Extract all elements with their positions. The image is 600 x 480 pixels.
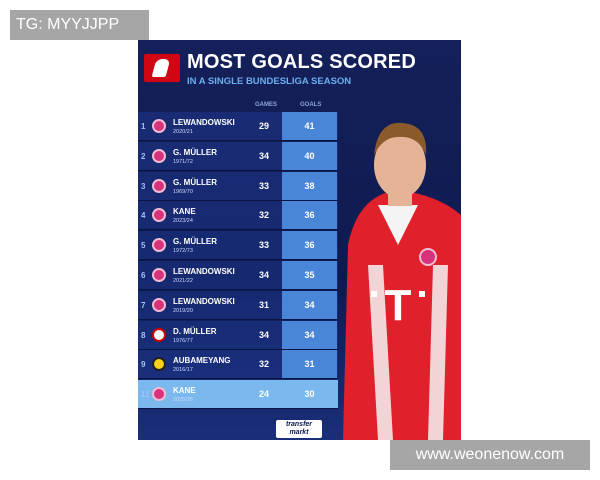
table-row: 8 D. MÜLLER 1976/77 34 34 [138, 320, 338, 350]
games: 33 [258, 180, 269, 191]
season: 2020/21 [173, 129, 193, 135]
goals: 36 [282, 231, 337, 260]
games: 34 [258, 329, 269, 340]
club-crest-icon [152, 119, 166, 133]
games: 34 [258, 150, 269, 161]
club-crest-icon [152, 387, 166, 402]
brand-line2: markt [289, 429, 309, 436]
overlay-tag: TG: MYYJJPP [10, 10, 149, 40]
table-row: 11 KANE 2025/26 24 30 [138, 380, 338, 410]
rank: 3 [141, 181, 146, 191]
season: 2016/17 [173, 367, 193, 374]
rank: 5 [141, 241, 146, 251]
club-crest-icon [152, 268, 166, 282]
games: 32 [258, 359, 269, 370]
season: 1976/77 [173, 337, 193, 344]
table-row: 6 LEWANDOWSKI 2021/22 34 35 [138, 261, 338, 290]
club-crest-icon [152, 297, 166, 312]
club-crest-icon [152, 148, 166, 163]
games: 31 [258, 299, 269, 310]
player-name: AUBAMEYANG [173, 356, 231, 366]
rank: 1 [141, 122, 146, 131]
table-row: 9 AUBAMEYANG 2016/17 32 31 [138, 350, 338, 380]
club-crest-icon [152, 357, 166, 372]
rank: 2 [141, 151, 146, 161]
player-name: LEWANDOWSKI [173, 296, 235, 306]
goals-header: GOALS [300, 102, 322, 108]
player-name: G. MÜLLER [173, 237, 217, 247]
infographic: MOST GOALS SCORED IN A SINGLE BUNDESLIGA… [138, 40, 461, 440]
player-name: D. MÜLLER [173, 326, 217, 336]
rank: 8 [141, 330, 146, 340]
games: 34 [258, 270, 269, 280]
season: 2023/24 [173, 218, 193, 225]
player-photo: T [343, 122, 461, 440]
table-row: 3 G. MÜLLER 1969/70 33 38 [138, 171, 338, 201]
table-row: 5 G. MÜLLER 1972/73 33 36 [138, 231, 338, 261]
goals: 36 [282, 201, 337, 230]
season: 1972/73 [173, 248, 193, 255]
table-row: 1 LEWANDOWSKI 2020/21 29 41 [138, 112, 338, 141]
games-header: GAMES [255, 102, 278, 108]
games: 29 [258, 121, 269, 131]
table-row: 7 LEWANDOWSKI 2019/20 31 34 [138, 290, 338, 320]
rank: 7 [141, 300, 146, 310]
season: 2025/26 [173, 397, 193, 404]
player-name: KANE [173, 386, 196, 396]
goals: 34 [282, 320, 337, 349]
player-name: LEWANDOWSKI [173, 267, 235, 276]
season: 2019/20 [173, 307, 193, 314]
club-crest-icon [152, 238, 166, 253]
club-crest-icon [152, 208, 166, 223]
player-name: KANE [173, 207, 196, 217]
games: 32 [258, 210, 269, 221]
table-row: 4 KANE 2023/24 32 36 [138, 201, 338, 231]
rank: 11 [141, 390, 150, 400]
games: 33 [258, 240, 269, 251]
club-crest-icon [152, 327, 166, 342]
goals: 40 [282, 141, 337, 170]
watermark: www.weonenow.com [390, 440, 590, 470]
player-name: G. MÜLLER [173, 177, 217, 187]
transfermarkt-logo: transfer markt [276, 420, 322, 438]
rank: 4 [141, 211, 146, 221]
goals: 41 [282, 112, 337, 140]
season: 1971/72 [173, 158, 193, 165]
table-row: 2 G. MÜLLER 1971/72 34 40 [138, 141, 338, 171]
player-name: LEWANDOWSKI [173, 118, 235, 127]
subtitle: IN A SINGLE BUNDESLIGA SEASON [187, 76, 352, 87]
goals: 34 [282, 290, 337, 319]
bundesliga-logo [144, 54, 180, 82]
goals: 38 [282, 171, 337, 200]
season: 1969/70 [173, 188, 193, 195]
rank: 6 [141, 271, 146, 280]
page-title: MOST GOALS SCORED [187, 51, 416, 73]
player-name: G. MÜLLER [173, 147, 217, 157]
svg-text:T: T [385, 281, 412, 330]
season: 2021/22 [173, 278, 193, 284]
club-crest-icon [152, 178, 166, 193]
goals: 31 [282, 350, 337, 379]
games: 24 [258, 389, 269, 400]
brand-line1: transfer [285, 421, 313, 428]
rank: 9 [141, 360, 146, 370]
goals: 30 [282, 380, 337, 409]
goals: 35 [282, 261, 337, 289]
